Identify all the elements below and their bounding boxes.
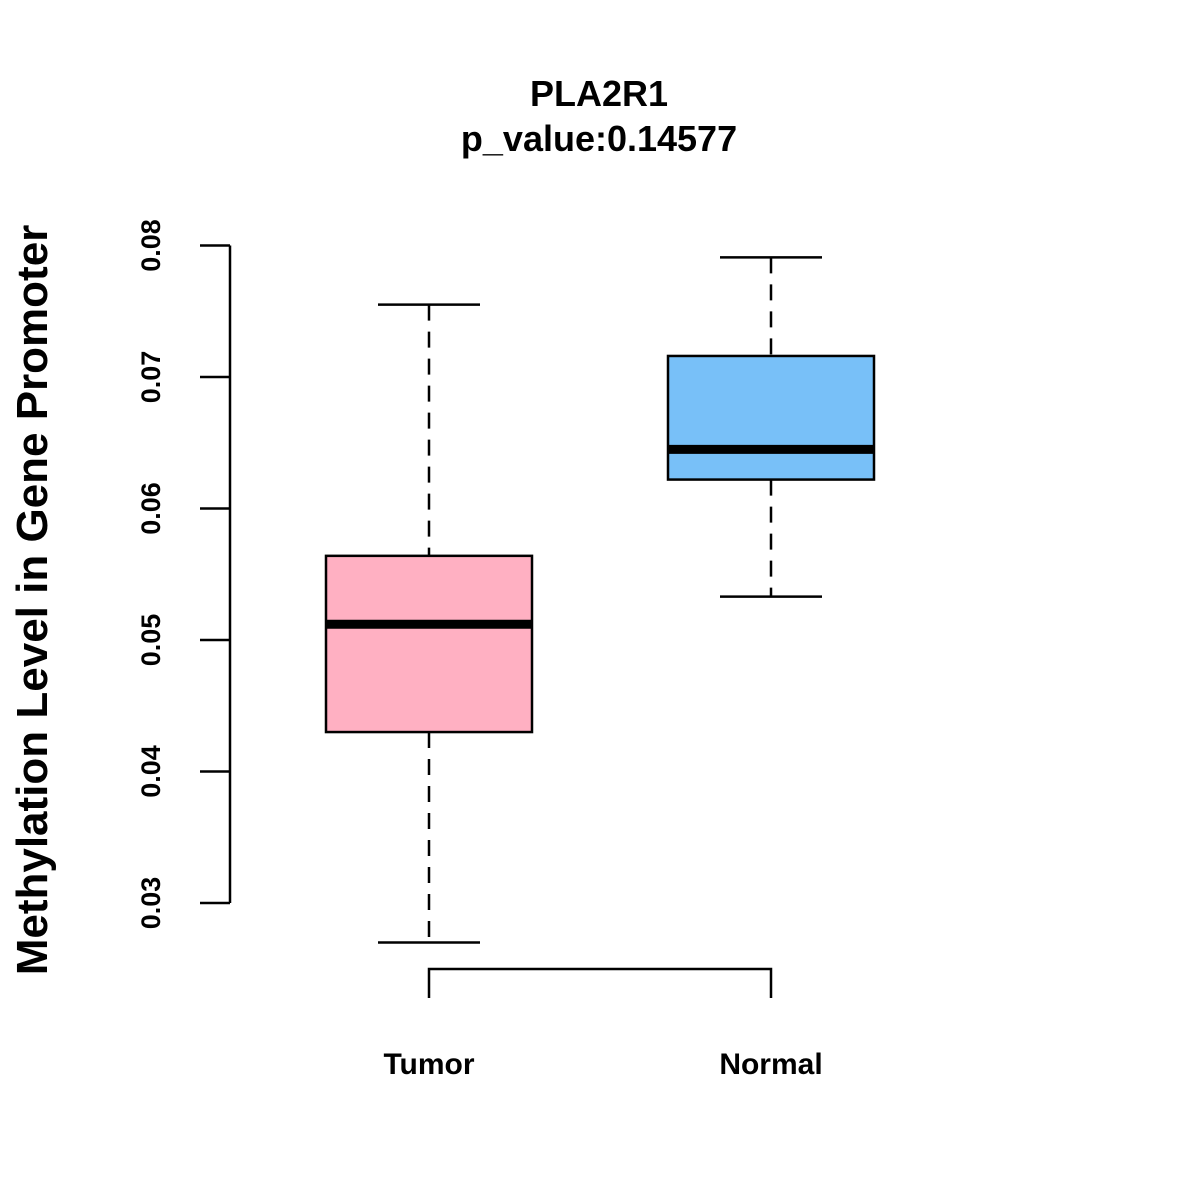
x-axis-labels: Tumor Normal <box>383 1048 822 1081</box>
y-tick-label: 0.03 <box>136 877 166 930</box>
boxes <box>324 256 876 944</box>
chart-subtitle: p_value:0.14577 <box>461 118 737 159</box>
y-axis-label: Methylation Level in Gene Promoter <box>8 225 57 976</box>
iqr-box <box>666 354 876 481</box>
y-tick-label: 0.04 <box>136 745 166 798</box>
y-tick-label: 0.08 <box>136 219 166 272</box>
bracket-line <box>427 967 773 998</box>
y-tick-label: 0.06 <box>136 482 166 535</box>
box-normal <box>666 256 876 598</box>
x-tick-label-normal: Normal <box>719 1048 822 1081</box>
iqr-box <box>324 554 534 734</box>
y-tick-label: 0.07 <box>136 351 166 404</box>
y-axis: 0.03 0.04 0.05 0.06 0.07 0.08 <box>136 219 232 930</box>
y-tick-label: 0.05 <box>136 614 166 667</box>
comparison-bracket <box>427 967 773 998</box>
box-tumor <box>324 303 534 944</box>
x-tick-label-tumor: Tumor <box>383 1048 474 1081</box>
chart-title: PLA2R1 <box>530 73 668 114</box>
